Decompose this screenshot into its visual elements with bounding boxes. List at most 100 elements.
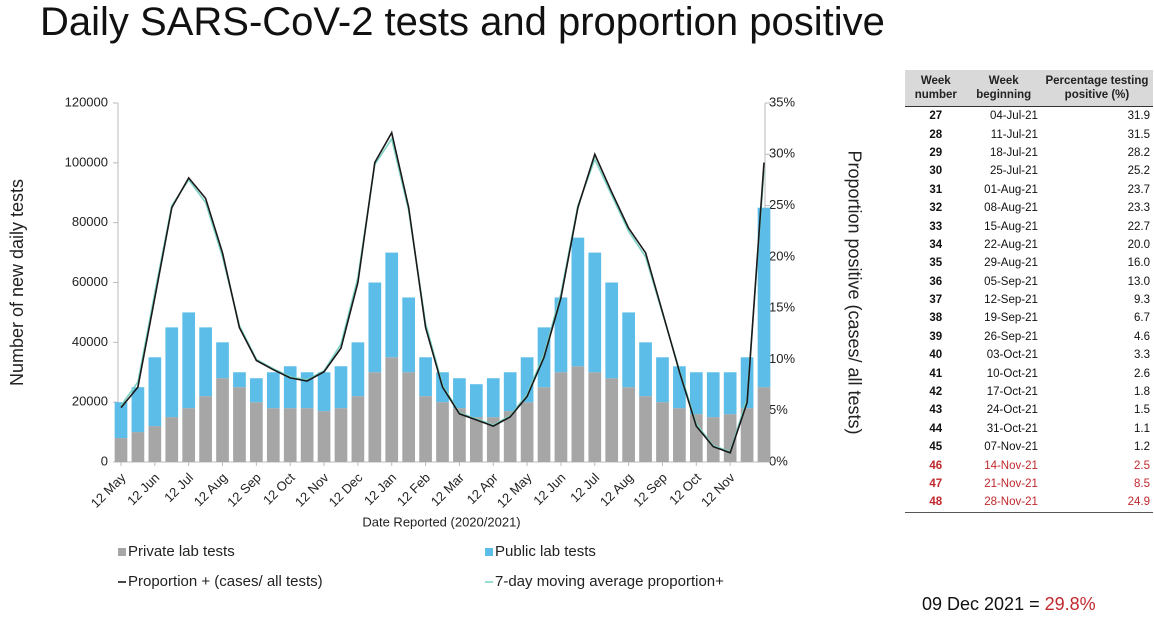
bar <box>622 312 635 388</box>
bar <box>283 366 297 409</box>
y-tick-label: 0 <box>101 453 108 468</box>
bar <box>453 378 466 409</box>
bar <box>537 387 551 462</box>
bar <box>469 417 483 462</box>
table-cell: 33 <box>929 220 943 233</box>
table-cell: 03-Oct-21 <box>986 349 1038 362</box>
table-row: 44 31-Oct-21 1.1 <box>905 420 1153 438</box>
bar <box>402 297 416 373</box>
y-tick-label: 80000 <box>72 214 108 229</box>
table-cell: 04-Jul-21 <box>989 110 1038 123</box>
table-row: 37 12-Sep-21 9.3 <box>905 291 1153 309</box>
table-row: 43 24-Oct-21 1.5 <box>905 401 1153 419</box>
table-cell: 24.9 <box>1040 493 1153 513</box>
bar <box>588 252 602 373</box>
y-tick-label: 100000 <box>65 154 108 169</box>
bar <box>317 372 331 412</box>
bar <box>656 402 669 462</box>
y2-axis-label: Proportion positive (cases/ all tests) <box>844 150 864 434</box>
bar <box>622 387 635 462</box>
table-cell: 38 <box>929 312 943 325</box>
bar <box>182 312 196 409</box>
bar <box>706 372 720 418</box>
bar <box>571 237 585 367</box>
table-cell: 07-Nov-21 <box>984 441 1038 454</box>
bar <box>419 357 432 397</box>
x-tick-label: 12 Dec <box>326 470 366 510</box>
table-cell: 21-Nov-21 <box>984 478 1038 490</box>
bar <box>266 372 280 409</box>
bar <box>723 372 737 415</box>
table-cell: 31-Oct-21 <box>986 422 1038 435</box>
table-cell: 11-Jul-21 <box>990 128 1038 141</box>
table-cell: 16.0 <box>1127 257 1150 270</box>
table-cell: 3.3 <box>1134 349 1150 362</box>
legend-swatch <box>485 548 493 556</box>
bar <box>571 366 585 462</box>
table-cell: 31.5 <box>1127 128 1150 141</box>
bar <box>368 282 382 373</box>
table-cell: 46 <box>929 459 943 472</box>
bar <box>673 408 686 462</box>
table-cell: 1.1 <box>1134 422 1150 435</box>
bar <box>199 327 212 397</box>
x-tick-label: 12 Jan <box>361 470 399 508</box>
table-row: 46 14-Nov-21 2.5 <box>905 456 1153 474</box>
table-cell: 23.7 <box>1127 183 1150 196</box>
table-cell: 6.7 <box>1134 312 1150 325</box>
table-cell: 27 <box>929 110 943 123</box>
table-cell: 14-Nov-21 <box>984 459 1038 472</box>
bar <box>148 426 162 462</box>
bar <box>486 378 500 418</box>
y2-tick-label: 0% <box>769 453 788 468</box>
bar <box>317 411 331 462</box>
table-row: 28 11-Jul-21 31.5 <box>905 125 1153 143</box>
table-cell: 32 <box>929 202 943 215</box>
bar <box>266 408 280 462</box>
footer: 09 Dec 2021 = 29.8% <box>922 594 1096 615</box>
table-cell: 39 <box>929 330 943 343</box>
table-cell: 13.0 <box>1127 275 1150 288</box>
bar <box>639 396 652 462</box>
y-tick-label: 120000 <box>65 94 108 109</box>
bar <box>639 342 652 397</box>
bar <box>588 372 602 462</box>
x-tick-label: 12 Mar <box>428 469 468 509</box>
table-row: 35 29-Aug-21 16.0 <box>905 254 1153 272</box>
table-cell: 35 <box>929 257 943 270</box>
table-cell: 22-Aug-21 <box>984 238 1038 251</box>
bar <box>706 417 720 462</box>
table-row: 47 21-Nov-21 8.5 <box>905 475 1153 493</box>
footer-label: 09 Dec 2021 = <box>922 594 1045 614</box>
x-tick-label: 12 Sep <box>630 470 670 510</box>
legend-label: Proportion + (cases/ all tests) <box>128 573 323 590</box>
bar <box>114 438 128 462</box>
y2-tick-label: 20% <box>769 248 795 263</box>
y2-tick-label: 5% <box>769 402 788 417</box>
table-row: 31 01-Aug-21 23.7 <box>905 181 1153 199</box>
bar <box>283 408 297 462</box>
table-cell: 25.2 <box>1127 165 1150 178</box>
bar <box>216 378 229 462</box>
table-cell: 30 <box>929 165 943 178</box>
table-cell: 24-Oct-21 <box>986 404 1038 417</box>
bar <box>131 432 145 462</box>
bar <box>689 414 703 462</box>
table-cell: 9.3 <box>1134 294 1150 307</box>
y2-tick-label: 10% <box>769 351 795 366</box>
table-cell: 12-Sep-21 <box>984 294 1038 307</box>
table-row: 40 03-Oct-21 3.3 <box>905 346 1153 364</box>
y-axis-label: Number of new daily tests <box>7 179 27 386</box>
table-cell: 1.5 <box>1134 404 1150 417</box>
bar <box>114 402 128 439</box>
bar <box>351 396 365 462</box>
table-cell: 37 <box>929 294 943 307</box>
bar <box>469 384 483 418</box>
table-cell: 15-Aug-21 <box>984 220 1038 233</box>
bar <box>182 408 196 462</box>
y-tick-label: 20000 <box>72 394 108 409</box>
table-cell: 42 <box>929 386 943 399</box>
bar <box>503 411 517 462</box>
weekly-table: Week number Week beginning Percentage test… <box>905 70 1153 513</box>
